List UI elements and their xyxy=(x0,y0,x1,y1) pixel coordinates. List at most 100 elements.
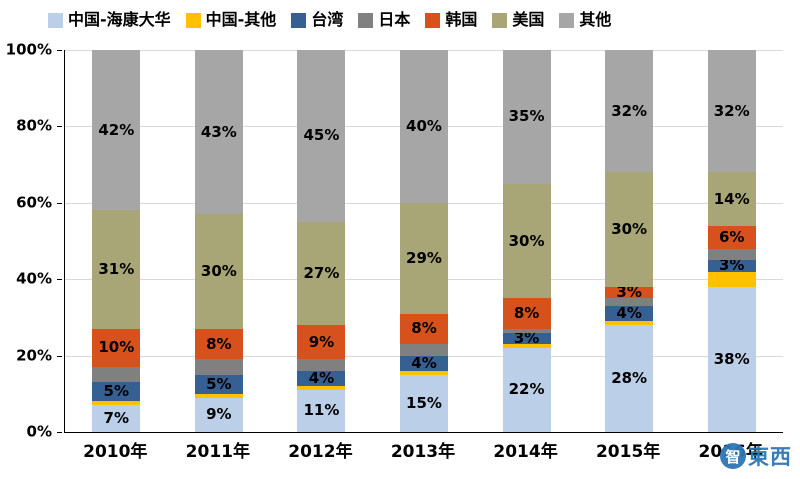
bar-segment-中国-海康大华: 15% xyxy=(400,374,448,432)
bar-segment-韩国: 6% xyxy=(707,225,756,249)
watermark-logo-icon: 智 xyxy=(720,443,746,469)
bar-segment-韩国: 10% xyxy=(92,328,141,368)
segment-data-label: 4% xyxy=(308,369,335,388)
segment-data-label: 7% xyxy=(103,409,130,428)
bar-segment-台湾: 5% xyxy=(194,374,243,394)
bar-segment-台湾: 4% xyxy=(297,369,346,388)
segment-data-label: 3% xyxy=(513,328,540,347)
bar-segment-日本 xyxy=(92,367,141,383)
legend-label: 台湾 xyxy=(311,10,344,29)
legend-marker-icon xyxy=(48,12,63,28)
legend-label: 美国 xyxy=(512,10,545,29)
segment-data-label: 4% xyxy=(411,353,437,372)
watermark: 智 東西 xyxy=(720,441,792,471)
legend-item: 台湾 xyxy=(291,12,343,28)
bar-segment-台湾: 3% xyxy=(502,328,551,347)
y-tick-mark xyxy=(57,432,62,433)
bar-2016年: 38% 3% 6% 14% 32% xyxy=(707,50,756,432)
bar-2015年: 28% 4% 3% 30% 32% xyxy=(605,50,654,432)
legend-marker-icon xyxy=(358,12,374,28)
segment-data-label: 5% xyxy=(103,382,130,401)
bar-segment-中国-其他 xyxy=(297,386,346,390)
y-tick-mark xyxy=(57,50,62,51)
legend-marker-icon xyxy=(291,12,307,28)
watermark-text: 東西 xyxy=(748,445,792,469)
legend-item: 中国-其他 xyxy=(185,10,277,29)
bar-segment-日本 xyxy=(400,344,448,356)
x-axis: 2010年2011年2012年2013年2014年2015年2016年 xyxy=(64,440,782,468)
segment-data-label: 31% xyxy=(98,260,135,279)
bar-segment-台湾: 4% xyxy=(400,353,448,372)
legend-label: 日本 xyxy=(378,10,411,29)
segment-data-label: 10% xyxy=(98,338,135,357)
legend-marker-icon xyxy=(185,12,201,28)
y-tick-mark xyxy=(57,126,62,128)
segment-data-label: 28% xyxy=(611,369,648,388)
bar-2014年: 22% 3% 8% 30% 35% xyxy=(502,50,551,432)
bar-segment-中国-其他 xyxy=(400,370,448,375)
bar-segment-美国: 30% xyxy=(194,214,243,329)
bar-segment-其他: 43% xyxy=(194,50,243,215)
bar-segment-台湾: 5% xyxy=(92,382,141,402)
legend: 中国-海康大华 中国-其他 台湾 日本 韩国 美国 其他 xyxy=(48,6,611,34)
bar-segment-日本 xyxy=(194,359,243,375)
segment-data-label: 9% xyxy=(308,332,335,351)
bar-segment-其他: 32% xyxy=(605,50,654,173)
legend-marker-icon xyxy=(559,12,575,28)
plot-area: 7% 5% 10% 31% 42% 9% 5% 8% 30% 43% 11% 4% 9% 27% 45% 15… xyxy=(64,50,783,433)
bar-segment-日本 xyxy=(605,298,654,306)
bar-2013年: 15% 4% 8% 29% 40% xyxy=(400,50,448,432)
x-tick-label: 2013年 xyxy=(390,442,456,462)
bar-segment-台湾: 3% xyxy=(707,258,756,273)
bar-segment-其他: 40% xyxy=(400,50,448,203)
segment-data-label: 43% xyxy=(200,122,237,141)
segment-data-label: 15% xyxy=(406,393,442,412)
legend-item: 韩国 xyxy=(425,12,477,28)
segment-data-label: 5% xyxy=(206,374,232,393)
bar-segment-中国-海康大华: 11% xyxy=(297,389,346,432)
segment-data-label: 3% xyxy=(616,283,642,302)
legend-label: 中国-海康大华 xyxy=(68,10,171,29)
legend-item: 美国 xyxy=(492,12,544,28)
bar-segment-其他: 45% xyxy=(297,50,346,222)
bar-2011年: 9% 5% 8% 30% 43% xyxy=(194,50,243,432)
bar-segment-美国: 14% xyxy=(707,172,756,226)
bar-2012年: 11% 4% 9% 27% 45% xyxy=(297,50,346,432)
segment-data-label: 4% xyxy=(616,304,642,323)
segment-data-label: 30% xyxy=(508,231,545,250)
segment-data-label: 8% xyxy=(513,304,540,323)
segment-data-label: 6% xyxy=(718,227,745,246)
bar-segment-美国: 27% xyxy=(297,221,346,326)
bar-segment-其他: 32% xyxy=(707,50,756,173)
bar-segment-日本 xyxy=(297,359,346,371)
segment-data-label: 8% xyxy=(411,319,437,338)
y-tick-label: 0% xyxy=(26,422,52,441)
segment-data-label: 29% xyxy=(406,248,442,267)
segment-data-label: 45% xyxy=(303,126,340,145)
segment-data-label: 30% xyxy=(611,220,648,239)
bar-segment-美国: 30% xyxy=(502,183,551,299)
y-tick-label: 20% xyxy=(16,346,52,365)
legend-marker-icon xyxy=(492,12,508,28)
legend-label: 其他 xyxy=(579,10,612,29)
legend-label: 韩国 xyxy=(445,10,478,29)
bar-segment-中国-海康大华: 9% xyxy=(194,397,243,432)
segment-data-label: 40% xyxy=(406,116,442,135)
bar-segment-中国-海康大华: 7% xyxy=(92,405,141,432)
bar-segment-韩国: 8% xyxy=(502,298,551,329)
bar-2010年: 7% 5% 10% 31% 42% xyxy=(92,50,141,432)
y-tick-mark xyxy=(57,355,62,357)
y-tick-mark xyxy=(57,279,62,281)
y-tick-label: 100% xyxy=(5,40,52,59)
legend-label: 中国-其他 xyxy=(205,10,277,29)
x-tick-label: 2014年 xyxy=(493,442,558,462)
segment-data-label: 30% xyxy=(200,262,237,281)
bar-segment-韩国: 8% xyxy=(194,328,243,360)
bar-segment-其他: 42% xyxy=(92,50,141,211)
bar-segment-台湾: 4% xyxy=(605,304,654,323)
y-tick-mark xyxy=(57,202,62,204)
segment-data-label: 11% xyxy=(303,401,340,420)
bar-segment-中国-其他 xyxy=(707,271,756,287)
bar-segment-美国: 29% xyxy=(400,202,448,314)
